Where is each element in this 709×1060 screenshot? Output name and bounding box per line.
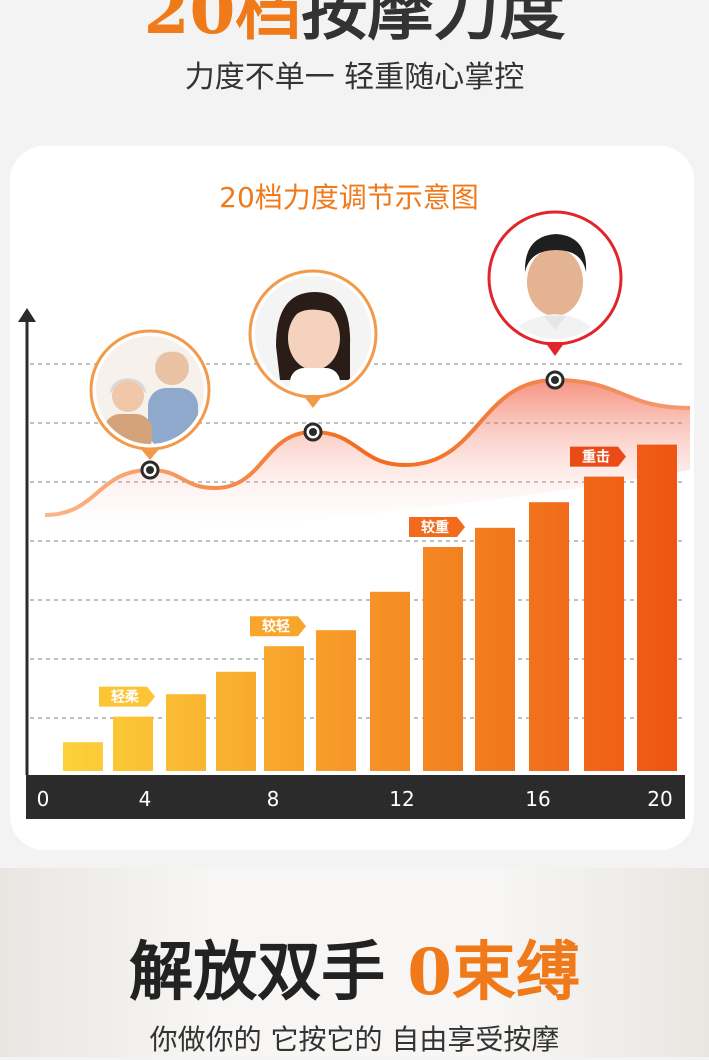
bar — [316, 630, 356, 771]
footer-title: 解放双手 0束缚 — [0, 928, 709, 1018]
page-subtitle: 力度不单一 轻重随心掌控 — [184, 60, 525, 95]
annotation-tag: 较重 — [409, 517, 465, 537]
curve-marker-dot — [146, 466, 154, 474]
bar — [216, 671, 256, 771]
x-tick-label: 16 — [525, 787, 550, 811]
y-axis-arrow — [18, 308, 36, 322]
woman-avatar — [248, 269, 378, 408]
annotation-tag-shape — [99, 686, 155, 707]
x-tick-label: 20 — [647, 787, 672, 811]
x-tick-label: 0 — [37, 787, 50, 811]
x-tick-labels: 0 4 8 12 16 20 — [37, 787, 673, 811]
elderly-couple-avatar — [89, 329, 211, 460]
curve-marker-dot — [309, 428, 317, 436]
curve-marker-dot — [551, 376, 559, 384]
curve-glow — [45, 380, 690, 540]
bar — [166, 694, 206, 771]
x-tick-label: 8 — [267, 787, 280, 811]
bar — [637, 444, 677, 771]
footer-subtitle: 你做你的 它按它的 自由享受按摩 — [149, 1023, 560, 1056]
page-title-rest: 按摩力度 — [301, 0, 566, 49]
annotations: 轻柔 较轻 较重 重击 — [99, 446, 626, 707]
x-axis-band — [26, 775, 685, 819]
footer-section — [0, 868, 709, 1057]
bar — [370, 591, 410, 771]
bar — [584, 476, 624, 771]
annotation-label: 较重 — [421, 519, 449, 536]
annotation-tag: 较轻 — [250, 616, 306, 637]
curve-markers — [140, 370, 565, 480]
man-avatar — [487, 210, 623, 356]
chart-title: 20档力度调节示意图 — [219, 181, 479, 214]
bar — [475, 527, 515, 771]
annotation-label: 较轻 — [262, 618, 290, 635]
bars — [63, 444, 677, 771]
annotation-label: 轻柔 — [111, 689, 140, 706]
bar — [264, 646, 304, 771]
annotation-tag-shape — [250, 616, 306, 637]
annotation-tag: 重击 — [570, 446, 626, 467]
annotation-tag: 轻柔 — [99, 686, 155, 707]
x-tick-label: 12 — [389, 787, 414, 811]
annotation-tag-shape — [409, 517, 465, 537]
bar — [529, 502, 569, 771]
page-title: 20档按摩力度 — [0, 0, 709, 50]
annotation-label: 重击 — [582, 449, 610, 466]
page-title-accent: 20档 — [143, 0, 302, 49]
intensity-chart: 20档力度调节示意图 轻柔 较轻 较重 重击 — [18, 181, 691, 819]
x-tick-label: 4 — [139, 787, 152, 811]
bar — [113, 716, 153, 771]
annotation-tag-shape — [570, 446, 626, 467]
footer-title-main: 解放双手 — [129, 935, 408, 1010]
y-axis — [18, 308, 36, 775]
bar — [63, 742, 103, 771]
footer-title-accent: 0束缚 — [407, 935, 580, 1010]
bar — [423, 547, 463, 771]
